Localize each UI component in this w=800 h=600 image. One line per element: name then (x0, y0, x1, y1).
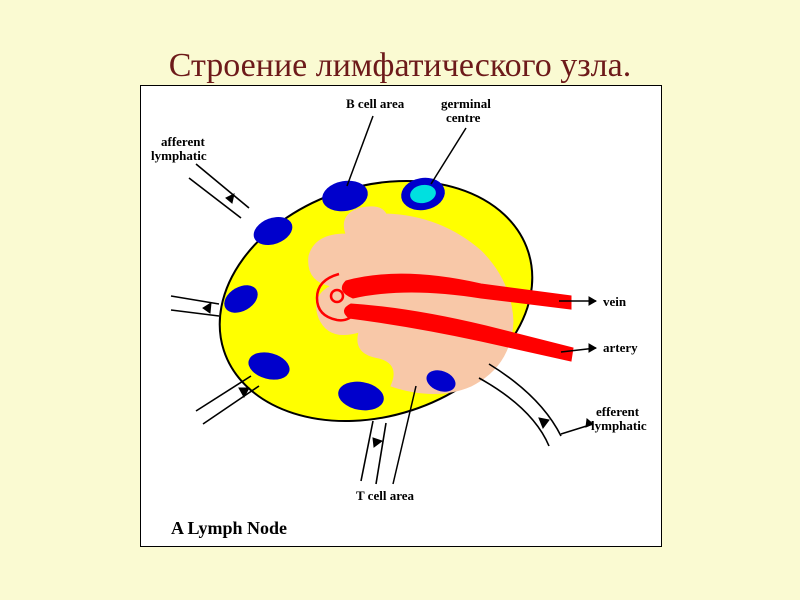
label-artery: artery (603, 340, 638, 355)
label-afferent-2: lymphatic (151, 148, 207, 163)
label-germinal-1: germinal (441, 96, 491, 111)
label-efferent-1: efferent (596, 404, 640, 419)
page-title: Строение лимфатического узла. (0, 47, 800, 85)
label-b-cell: B cell area (346, 96, 405, 111)
label-afferent-1: afferent (161, 134, 205, 149)
slide: Строение лимфатического узла. (0, 0, 800, 600)
diagram-caption: A Lymph Node (171, 518, 287, 538)
label-t-cell: T cell area (356, 488, 415, 503)
label-germinal-2: centre (446, 110, 481, 125)
efferent-vessel (479, 364, 561, 446)
label-vein: vein (603, 294, 627, 309)
lymph-node-diagram: B cell area germinal centre afferent lym… (140, 85, 662, 547)
label-efferent-2: lymphatic (591, 418, 647, 433)
